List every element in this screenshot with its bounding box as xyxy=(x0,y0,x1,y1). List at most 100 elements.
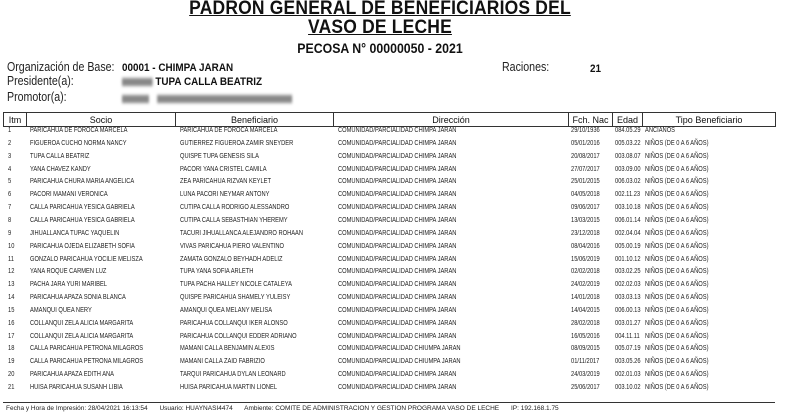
print-environment: Ambiente: COMITE DE ADMINISTRACION Y GES… xyxy=(244,405,500,412)
table-row: 6 PACORI MAMANI VERONICA LUNA PACORI NEYMA… xyxy=(0,191,809,203)
cell-itm: 9 xyxy=(8,229,12,237)
cell-edad: 005.03.22 xyxy=(615,139,641,147)
cell-tipo-beneficiario: NIÑOS (DE 0 A 6 AÑOS) xyxy=(645,268,709,276)
cell-beneficiario: MAMANI CALLA ZAID FABRIZIO xyxy=(180,358,265,366)
cell-itm: 7 xyxy=(8,204,12,212)
cell-direccion: COMUNIDAD/PARCIALIDAD CHIMPA JARAN xyxy=(338,152,457,160)
col-tipo-beneficiario: Tipo Beneficiario xyxy=(642,112,776,127)
cell-fch-nac: 01/11/2017 xyxy=(571,358,600,366)
presidente-label: Presidente(a): xyxy=(7,74,74,88)
presidente-name: TUPA CALLA BEATRIZ xyxy=(155,76,263,88)
cell-socio: TUPA CALLA BEATRIZ xyxy=(30,152,90,160)
cell-socio: PACHA JARA YURI MARIBEL xyxy=(30,281,107,289)
cell-socio: YANA ROQUE CARMEN LUZ xyxy=(30,268,107,276)
cell-edad: 003.10.18 xyxy=(615,204,641,212)
cell-itm: 11 xyxy=(8,255,14,263)
cell-direccion: COMUNIDAD/PARCIALIDAD CHIMPA JARAN xyxy=(338,306,457,314)
cell-socio: PACORI MAMANI VERONICA xyxy=(30,191,108,199)
cell-tipo-beneficiario: NIÑOS (DE 0 A 6 AÑOS) xyxy=(645,242,709,250)
cell-beneficiario: AMANQUI QUEA MELANY MELISA xyxy=(180,306,273,314)
cell-beneficiario: MAMANI CALLA BENJAMIN ALEXIS xyxy=(180,345,275,353)
cell-itm: 16 xyxy=(8,319,15,327)
cell-edad: 006.01.14 xyxy=(615,216,641,224)
cell-tipo-beneficiario: NIÑOS (DE 0 A 6 AÑOS) xyxy=(645,345,709,353)
table-row: 1 PARICAHUA DE FOROCA MARCELA PARICAHUA DE… xyxy=(0,127,809,139)
cell-socio: PARICAHUA APAZA SONIA BLANCA xyxy=(30,294,126,302)
cell-beneficiario: TARQUI PARICAHUA DYLAN LEONARD xyxy=(180,371,286,379)
col-fch-nac: Fch. Nac xyxy=(568,112,613,127)
presidente-value: TUPA CALLA BEATRIZ xyxy=(122,76,262,88)
cell-socio: PARICAHUA DE FOROCA MARCELA xyxy=(30,127,128,134)
cell-fch-nac: 09/06/2017 xyxy=(571,204,600,212)
table-row: 10 PARICAHUA OJEDA ELIZABETH SOFIA VIVAS P… xyxy=(0,243,809,255)
cell-itm: 12 xyxy=(8,268,15,276)
print-ip: IP: 192.168.1.75 xyxy=(510,405,559,412)
cell-socio: CALLA PARICAHUA YESICA GABRIELA xyxy=(30,204,135,212)
table-row: 16 COLLANQUI ZELA ALICIA MARGARITA PARICAH… xyxy=(0,320,809,332)
cell-itm: 15 xyxy=(8,306,15,314)
cell-direccion: COMUNIDAD/PARCIALIDAD CHIMPA JARAN xyxy=(338,229,457,237)
cell-edad: 005.07.19 xyxy=(615,345,641,353)
cell-tipo-beneficiario: NIÑOS (DE 0 A 6 AÑOS) xyxy=(645,319,709,327)
cell-itm: 2 xyxy=(8,139,12,147)
cell-socio: CALLA PARICAHUA PETRONA MILAGROS xyxy=(30,358,144,366)
cell-beneficiario: TUPA YANA SOFIA ARLETH xyxy=(180,268,254,276)
cell-socio: PARICAHUA OJEDA ELIZABETH SOFIA xyxy=(30,242,135,250)
cell-fch-nac: 04/05/2018 xyxy=(571,191,600,199)
cell-edad: 003.05.26 xyxy=(615,358,641,366)
cell-edad: 006.00.13 xyxy=(615,306,641,314)
cell-edad: 002.04.04 xyxy=(615,229,641,237)
cell-fch-nac: 08/09/2015 xyxy=(571,345,600,353)
cell-socio: PARICAHUA APAZA EDITH ANA xyxy=(30,371,114,379)
cell-beneficiario: TACURI JIHUALLANCA ALEJANDRO ROHAAN xyxy=(180,229,304,237)
cell-socio: FIGUEROA CUCHO NORMA NANCY xyxy=(30,139,127,147)
raciones-value: 21 xyxy=(590,63,602,75)
cell-fch-nac: 27/07/2017 xyxy=(571,165,600,173)
cell-direccion: COMUNIDAD/PARCIALIDAD CHIMPA JARAN xyxy=(338,127,457,134)
print-datetime: Fecha y Hora de Impresión: 28/04/2021 16… xyxy=(6,405,148,412)
cell-fch-nac: 13/03/2015 xyxy=(571,216,600,224)
cell-edad: 003.02.25 xyxy=(615,268,641,276)
col-socio: Socio xyxy=(26,112,176,127)
cell-socio: GONZALO PARICAHUA YOCILIE MELISZA xyxy=(30,255,143,263)
cell-beneficiario: HUISA PARICAHUA MARTIN LIONEL xyxy=(180,384,278,391)
cell-direccion: COMUNIDAD/PARCIALIDAD CHIMPA JARAN xyxy=(338,332,457,340)
cell-direccion: COMUNIDAD/PARCIALIDAD CHIMPA JARAN xyxy=(338,242,457,250)
cell-direccion: COMUNIDAD/PARCIALIDAD CHIMPA JARAN xyxy=(338,191,457,199)
cell-direccion: COMUNIDAD/PARCIALIDAD CHIMPA JARAN xyxy=(338,178,457,186)
cell-fch-nac: 15/06/2019 xyxy=(571,255,600,263)
cell-itm: 10 xyxy=(8,242,15,250)
table-row: 13 PACHA JARA YURI MARIBEL TUPA PACHA HALL… xyxy=(0,281,809,293)
cell-fch-nac: 29/10/1936 xyxy=(571,127,600,134)
cell-beneficiario: PARICAHUA COLLANQUI IKER ALONSO xyxy=(180,319,288,327)
table-row: 9 JIHUALLANCA TUPAC YAQUELIN TACURI JIHUAL… xyxy=(0,230,809,242)
cell-edad: 002.11.23 xyxy=(615,191,641,199)
cell-edad: 003.09.00 xyxy=(615,165,641,173)
table-row: 21 HUISA PARICAHUA SUSANH LIBIA HUISA PARI… xyxy=(0,384,809,396)
cell-itm: 13 xyxy=(8,281,15,289)
cell-fch-nac: 02/02/2018 xyxy=(571,268,600,276)
cell-socio: AMANQUI QUEA NERY xyxy=(30,306,92,314)
col-beneficiario: Beneficiario xyxy=(175,112,334,127)
cell-edad: 005.00.19 xyxy=(615,242,641,250)
cell-direccion: COMUNIDAD/PARCIALIDAD CHIMPA JARAN xyxy=(338,294,457,302)
cell-edad: 002.01.03 xyxy=(615,371,641,379)
cell-direccion: COMUNIDAD/PARCIALIDAD CHIMPA JARAN xyxy=(338,139,457,147)
cell-tipo-beneficiario: NIÑOS (DE 0 A 6 AÑOS) xyxy=(645,204,709,212)
cell-edad: 003.01.27 xyxy=(615,319,641,327)
cell-edad: 001.10.12 xyxy=(615,255,641,263)
cell-beneficiario: PARICAHUA COLLANQUI EDDER ADRIANO xyxy=(180,332,297,340)
redacted-dni xyxy=(122,78,153,87)
cell-tipo-beneficiario: NIÑOS (DE 0 A 6 AÑOS) xyxy=(645,152,709,160)
cell-itm: 18 xyxy=(8,345,15,353)
cell-itm: 4 xyxy=(8,165,12,173)
raciones-label: Raciones: xyxy=(502,60,550,74)
cell-itm: 19 xyxy=(8,358,15,366)
cell-edad: 002.02.03 xyxy=(615,281,641,289)
cell-itm: 8 xyxy=(8,216,12,224)
cell-tipo-beneficiario: NIÑOS (DE 0 A 6 AÑOS) xyxy=(645,332,709,340)
cell-itm: 17 xyxy=(8,332,15,340)
table-row: 3 TUPA CALLA BEATRIZ QUISPE TUPA GENESIS S… xyxy=(0,153,809,165)
cell-fch-nac: 25/06/2017 xyxy=(571,384,600,391)
cell-direccion: COMUNIDAD/PARCIALIDAD CHIMPA JARAN xyxy=(338,204,457,212)
